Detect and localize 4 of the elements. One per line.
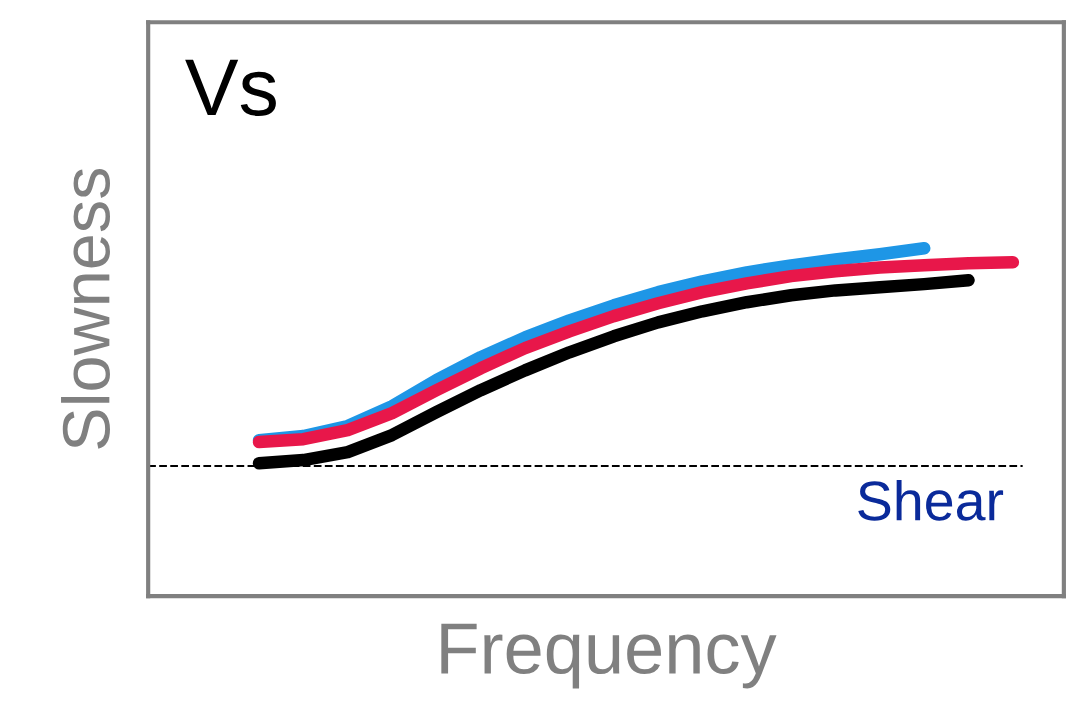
text: Vs — [185, 59, 276, 116]
x-axis-title: Frequency — [441, 623, 777, 689]
y-axis-title: Slowness — [61, 168, 110, 449]
ref-line-label: Shear — [858, 479, 1004, 521]
